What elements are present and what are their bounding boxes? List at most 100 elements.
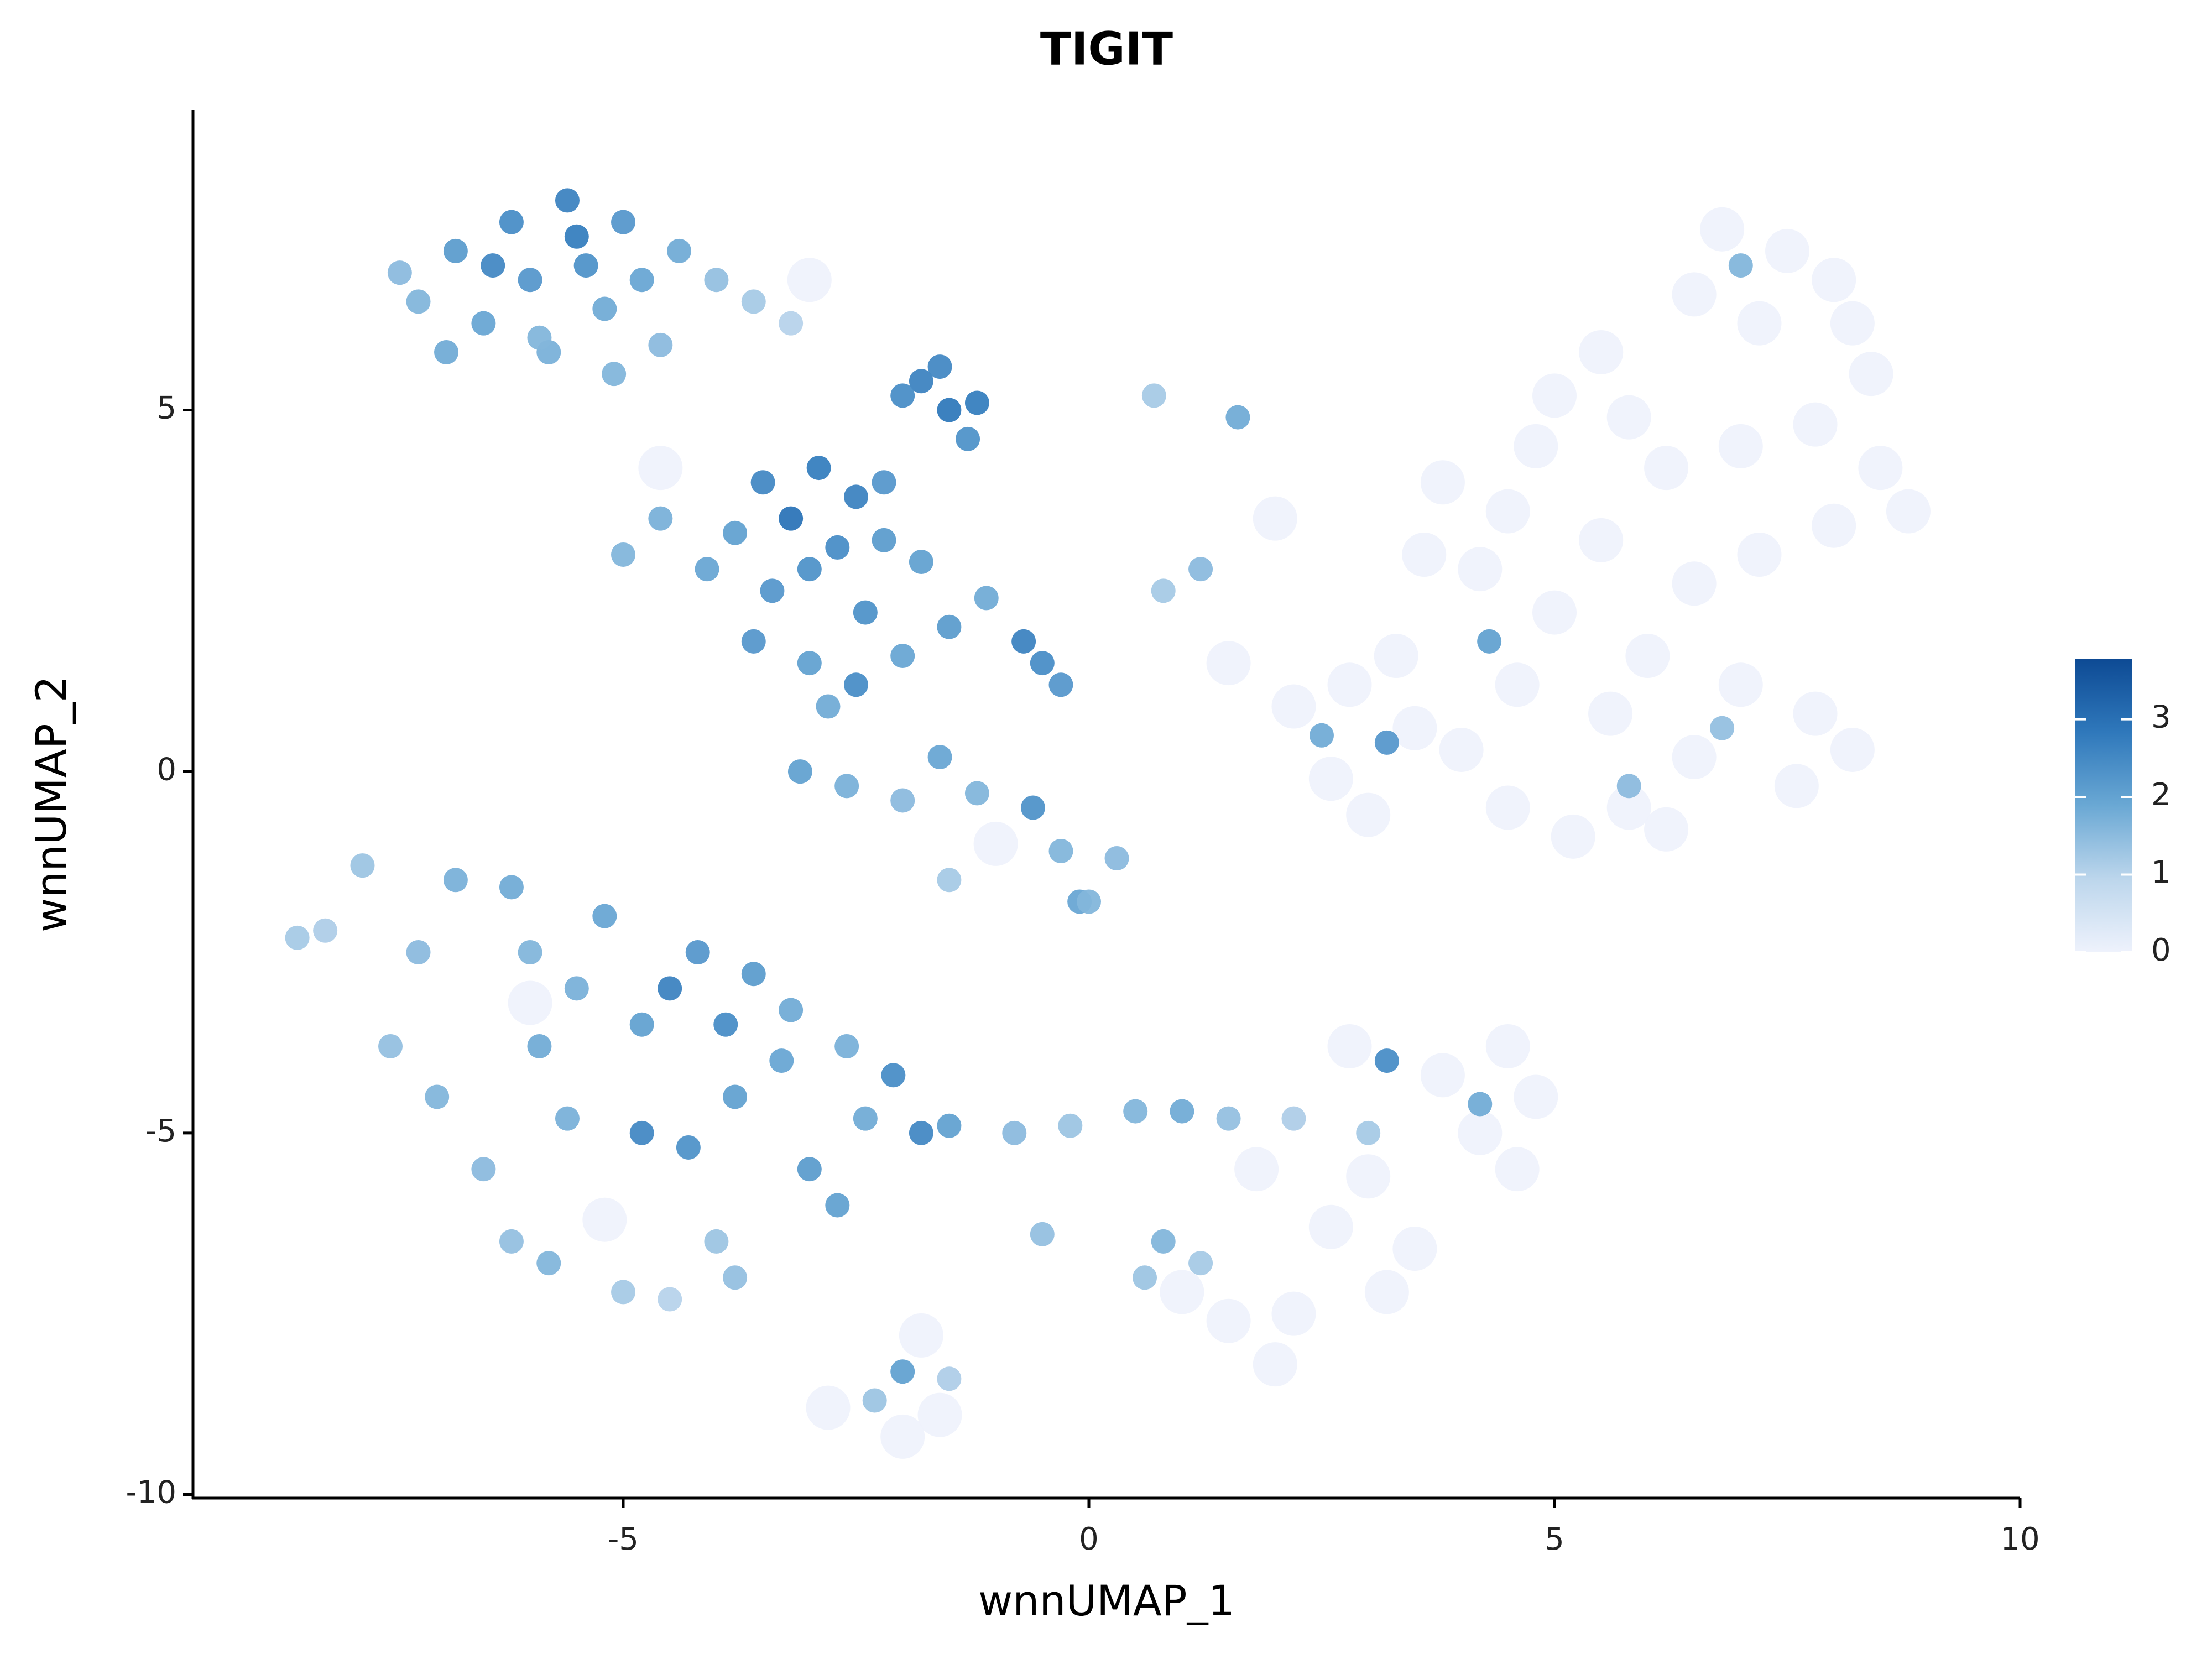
point: [1485, 785, 1530, 830]
point: [1225, 405, 1250, 430]
point: [741, 629, 766, 654]
point: [1625, 634, 1670, 679]
point: [890, 1359, 915, 1384]
point: [927, 745, 952, 770]
point: [927, 354, 952, 379]
point: [844, 484, 869, 509]
x-tick-label: 10: [2000, 1521, 2039, 1557]
point: [1495, 662, 1540, 707]
point: [937, 614, 962, 639]
point: [1281, 1106, 1306, 1131]
point: [1356, 1120, 1381, 1145]
point: [713, 1012, 738, 1037]
point: [964, 390, 989, 415]
point: [527, 325, 552, 350]
point: [1058, 1113, 1083, 1138]
point: [629, 268, 654, 293]
point: [685, 940, 710, 964]
point: [1672, 735, 1717, 780]
point: [1718, 424, 1763, 468]
point: [1374, 730, 1399, 755]
point: [1812, 503, 1856, 548]
points: [285, 188, 1931, 1459]
x-tick-label: 0: [1079, 1521, 1099, 1557]
point: [1737, 532, 1782, 577]
point: [787, 759, 812, 784]
point: [1532, 373, 1577, 418]
point: [499, 1229, 524, 1254]
point: [909, 369, 933, 394]
point: [555, 188, 580, 213]
point: [611, 210, 636, 234]
point: [527, 1034, 552, 1058]
point: [723, 1084, 748, 1109]
y-tick-label: -10: [126, 1475, 176, 1511]
point: [471, 1157, 496, 1182]
point: [536, 1251, 561, 1276]
point: [1737, 301, 1782, 346]
point: [648, 332, 673, 357]
point: [956, 426, 980, 451]
point: [760, 578, 785, 603]
point: [648, 506, 673, 531]
point: [1606, 785, 1651, 830]
point: [350, 853, 375, 878]
point: [1104, 846, 1129, 871]
point: [853, 1106, 878, 1131]
point: [1310, 723, 1334, 748]
point: [1206, 641, 1251, 686]
point: [723, 1265, 748, 1290]
point: [797, 651, 822, 676]
point: [816, 694, 841, 719]
chart-title: TIGIT: [1040, 23, 1173, 75]
point: [974, 586, 999, 611]
point: [1458, 1110, 1503, 1155]
point: [378, 1034, 403, 1058]
point: [434, 340, 459, 364]
colorbar-tick-label: 0: [2151, 932, 2171, 968]
point: [1271, 1291, 1316, 1336]
point: [797, 557, 822, 582]
point: [881, 1063, 906, 1088]
point: [1477, 629, 1502, 654]
point: [779, 998, 804, 1022]
point: [834, 1034, 859, 1058]
point: [611, 1280, 636, 1305]
point: [1123, 1099, 1148, 1124]
point: [1030, 651, 1055, 676]
point: [937, 1113, 962, 1138]
point: [1392, 1226, 1437, 1271]
point: [937, 398, 962, 422]
colorbar-tick-label: 2: [2151, 777, 2171, 813]
point: [779, 506, 804, 531]
point: [629, 1120, 654, 1145]
point: [723, 520, 748, 545]
x-tick-label: -5: [608, 1521, 639, 1557]
y-tick-label: 5: [156, 390, 176, 426]
point: [1170, 1099, 1194, 1124]
point: [1439, 727, 1484, 772]
colorbar-tick-label: 3: [2151, 700, 2171, 735]
point: [592, 904, 617, 928]
point: [890, 788, 915, 813]
point: [1765, 228, 1810, 273]
point: [872, 528, 896, 552]
point: [1234, 1147, 1279, 1192]
point: [1402, 532, 1447, 577]
point: [555, 1106, 580, 1131]
point: [1774, 764, 1819, 808]
point: [787, 258, 832, 302]
point: [909, 1120, 933, 1145]
point: [499, 210, 524, 234]
point: [518, 268, 542, 293]
point: [880, 1414, 925, 1459]
point: [387, 260, 412, 285]
point: [704, 268, 729, 293]
point: [862, 1388, 887, 1413]
point: [797, 1157, 822, 1182]
y-axis-label: wnnUMAP_2: [27, 676, 76, 932]
point: [667, 238, 692, 263]
point: [1188, 1251, 1213, 1276]
